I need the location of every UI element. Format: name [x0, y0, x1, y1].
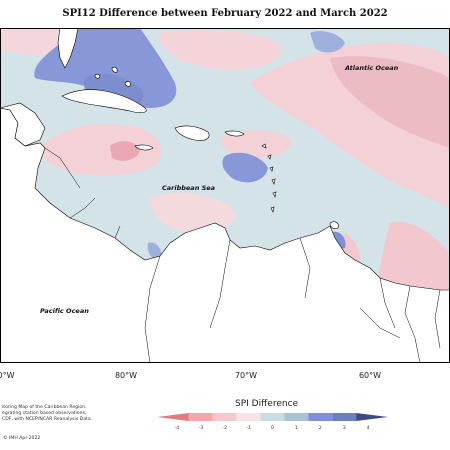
footnote-line: CDF, with NCEP/NCAR Reanalysis Data.	[2, 417, 93, 422]
land-masses	[0, 27, 450, 364]
map-footnote: itoring Map of the Caribbean Region. egr…	[2, 405, 112, 423]
lon-label-70w: 70°W	[234, 371, 258, 380]
trinidad-land	[329, 221, 339, 229]
map-title: SPI12 Difference between February 2022 a…	[62, 8, 388, 19]
puerto-rico-land	[224, 130, 245, 137]
map-svg: Atlantic Ocean Caribbean Sea Pacific Oce…	[0, 27, 450, 364]
legend-title: SPI Difference	[235, 399, 299, 409]
caribbean-sea-label: Caribbean Sea	[162, 184, 215, 192]
legend-tick-label: 3	[343, 425, 346, 431]
legend-swatch	[308, 413, 333, 421]
pacific-ocean-label: Pacific Ocean	[40, 307, 89, 315]
hispaniola-land	[174, 125, 210, 141]
legend-group: -4 -3 -2 -1 0 1 2 3 4	[157, 413, 388, 431]
florida-land	[57, 27, 79, 69]
legend-tick-label: -3	[199, 425, 204, 431]
jamaica-land	[134, 144, 154, 151]
legend-colorbar: -4 -3 -2 -1 0 1 2 3 4	[157, 413, 388, 431]
central-america-land	[0, 107, 450, 364]
yucatan-land	[0, 102, 46, 147]
cuba-land	[61, 89, 147, 113]
lon-label-90w: 0°W	[0, 371, 15, 380]
legend-swatch	[356, 413, 388, 421]
legend-tick-label: 1	[295, 425, 298, 431]
footnote-line: itoring Map of the Caribbean Region.	[2, 405, 87, 410]
legend-tick-label: 0	[271, 425, 274, 431]
legend-swatch	[157, 413, 189, 421]
legend-tick-label: -2	[222, 425, 227, 431]
legend-tick-label: -1	[246, 425, 251, 431]
map-canvas: Atlantic Ocean Caribbean Sea Pacific Oce…	[0, 27, 450, 364]
legend-swatch	[284, 413, 309, 421]
legend-swatch	[332, 413, 357, 421]
legend-swatch	[236, 413, 261, 421]
bahamas-land	[111, 66, 118, 73]
country-borders	[44, 147, 441, 364]
atlantic-ocean-label: Atlantic Ocean	[344, 64, 399, 72]
legend-tick-label: 4	[367, 425, 370, 431]
footnote-line: egrating station based observations,	[2, 411, 87, 416]
legend-swatch	[212, 413, 237, 421]
legend-swatch	[260, 413, 285, 421]
credit-text: © IMH Apr-2022	[3, 436, 41, 441]
lon-label-60w: 60°W	[358, 371, 382, 380]
legend-swatch	[188, 413, 213, 421]
legend-tick-label: 2	[319, 425, 322, 431]
lon-label-80w: 80°W	[114, 371, 138, 380]
legend-tick-label: -4	[175, 425, 180, 431]
